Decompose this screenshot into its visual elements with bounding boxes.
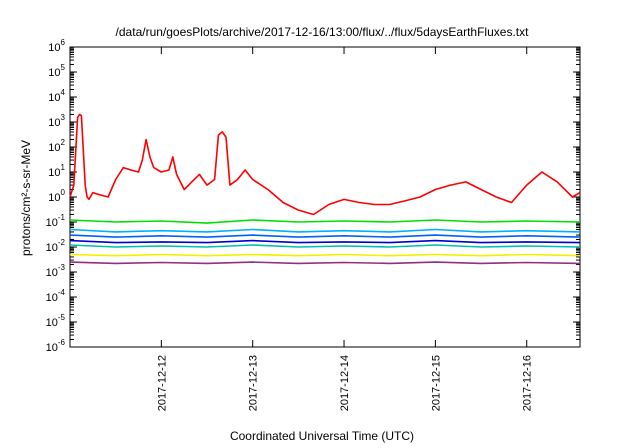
y-tick-label: 104 xyxy=(48,88,65,104)
x-tick-label: 2017-12-13 xyxy=(248,355,260,411)
y-tick-label: 105 xyxy=(48,63,65,79)
y-tick-label: 102 xyxy=(48,138,65,154)
series-layer xyxy=(69,113,581,265)
x-axis: 2017-12-12 2017-12-13 2017-12-14 2017-12-15… xyxy=(156,47,534,411)
y-tick-label: 10-5 xyxy=(46,313,66,329)
y-tick-label: 103 xyxy=(48,113,65,129)
y-tick-label: 100 xyxy=(48,188,65,204)
y-tick-label: 106 xyxy=(48,38,65,54)
series-line-8 xyxy=(69,261,581,265)
x-axis-label: Coordinated Universal Time (UTC) xyxy=(230,429,414,443)
y-tick-label: 10-2 xyxy=(46,238,66,254)
x-tick-label: 2017-12-16 xyxy=(522,355,534,411)
x-tick-label: 2017-12-14 xyxy=(339,355,351,411)
x-tick-label: 2017-12-15 xyxy=(430,355,442,411)
y-axis: 10-6 10-5 10-4 10-3 10-2 10-1 100 101 102 103 104 1… xyxy=(46,38,580,354)
y-tick-label: 10-3 xyxy=(46,263,66,279)
series-line-3 xyxy=(69,228,581,233)
series-line-4 xyxy=(69,234,581,238)
series-line-1 xyxy=(69,113,581,216)
y-axis-label: protons/cm²-s-sr-MeV xyxy=(19,140,33,256)
series-line-7 xyxy=(69,253,581,257)
series-line-2 xyxy=(69,219,581,224)
y-tick-label: 101 xyxy=(48,163,65,179)
y-tick-label: 10-1 xyxy=(46,213,66,229)
series-line-6 xyxy=(69,239,581,244)
y-tick-label: 10-4 xyxy=(46,288,66,304)
x-tick-label: 2017-12-12 xyxy=(156,355,168,411)
chart-title: /data/run/goesPlots/archive/2017-12-16/1… xyxy=(116,25,530,39)
y-tick-label: 10-6 xyxy=(46,338,66,354)
plot-border xyxy=(69,46,581,348)
series-line-5 xyxy=(69,244,581,248)
plot-frame xyxy=(69,46,581,348)
